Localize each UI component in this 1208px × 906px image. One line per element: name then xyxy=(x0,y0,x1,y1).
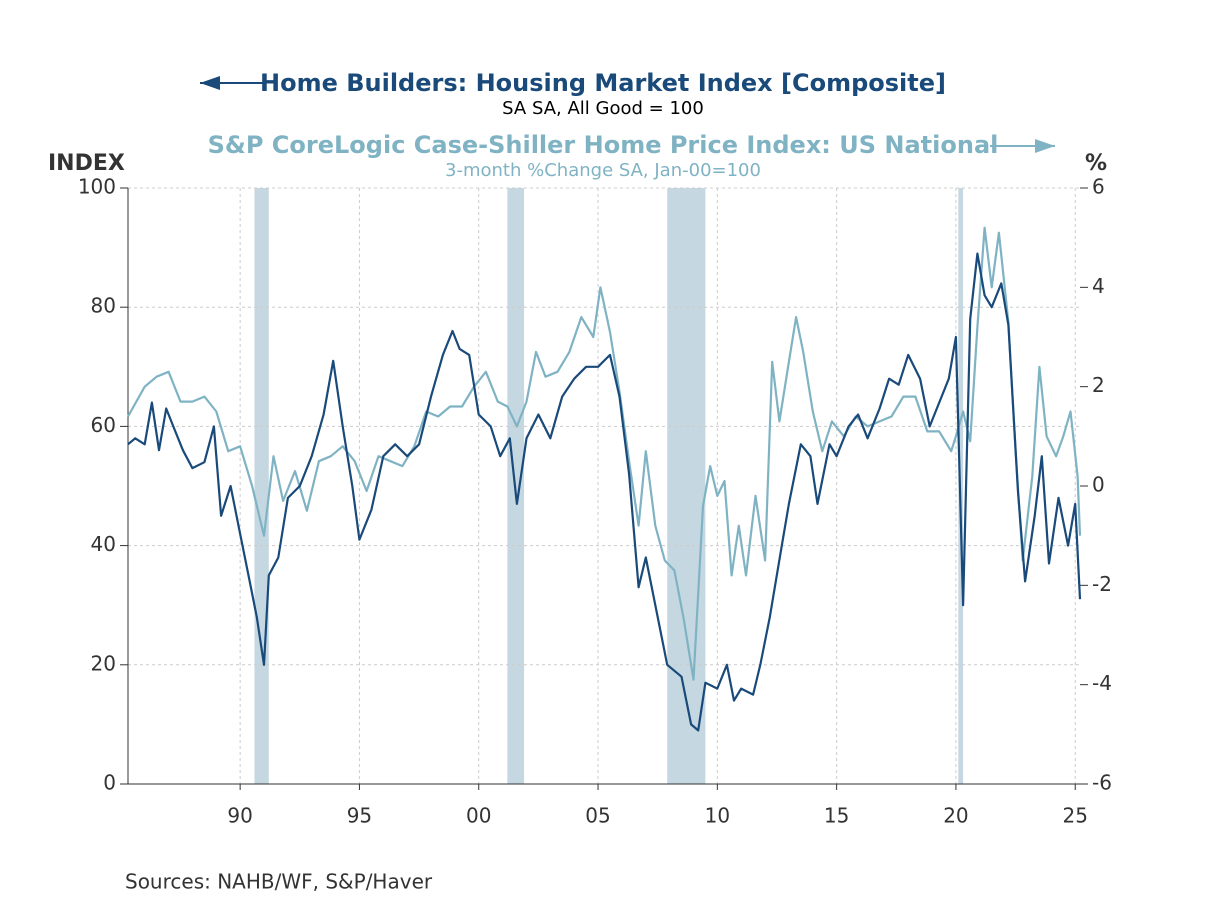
y2-tick-label: 0 xyxy=(1092,473,1105,497)
y-tick-label: 20 xyxy=(91,651,116,675)
y2-tick-label: 2 xyxy=(1092,373,1105,397)
y2-tick-label: 4 xyxy=(1092,274,1105,298)
x-tick-label: 20 xyxy=(943,804,968,828)
y2-tick-label: -2 xyxy=(1092,572,1112,596)
y2-tick-label: -6 xyxy=(1092,771,1112,795)
y-tick-label: 80 xyxy=(91,294,116,318)
x-tick-label: 05 xyxy=(585,804,610,828)
chart-subtitle-2: 3-month %Change SA, Jan-00=100 xyxy=(445,160,761,181)
chart-title-2: S&P CoreLogic Case-Shiller Home Price In… xyxy=(208,131,999,159)
chart-title: Home Builders: Housing Market Index [Com… xyxy=(260,69,946,97)
y2-tick-label: 6 xyxy=(1092,175,1105,199)
y2-axis-label: % xyxy=(1085,151,1107,176)
x-tick-label: 25 xyxy=(1063,804,1088,828)
x-tick-label: 95 xyxy=(347,804,372,828)
y-tick-label: 100 xyxy=(78,175,116,199)
chart-subtitle: SA SA, All Good = 100 xyxy=(502,98,704,119)
arrow-head xyxy=(200,76,220,90)
x-tick-label: 90 xyxy=(227,804,252,828)
y-tick-label: 60 xyxy=(91,413,116,437)
x-tick-label: 00 xyxy=(466,804,491,828)
series-line xyxy=(127,226,1082,681)
recession-band xyxy=(254,188,269,784)
source: Sources: NAHB/WF, S&P/Haver xyxy=(125,870,433,894)
arrow-head xyxy=(1035,139,1055,153)
x-tick-label: 10 xyxy=(705,804,730,828)
y-axis-label: INDEX xyxy=(48,151,125,176)
x-tick-label: 15 xyxy=(824,804,849,828)
y-tick-label: 0 xyxy=(103,771,116,795)
y2-tick-label: -4 xyxy=(1092,671,1112,695)
series-line xyxy=(127,252,1082,732)
recession-band xyxy=(667,188,706,784)
y-tick-label: 40 xyxy=(91,532,116,556)
